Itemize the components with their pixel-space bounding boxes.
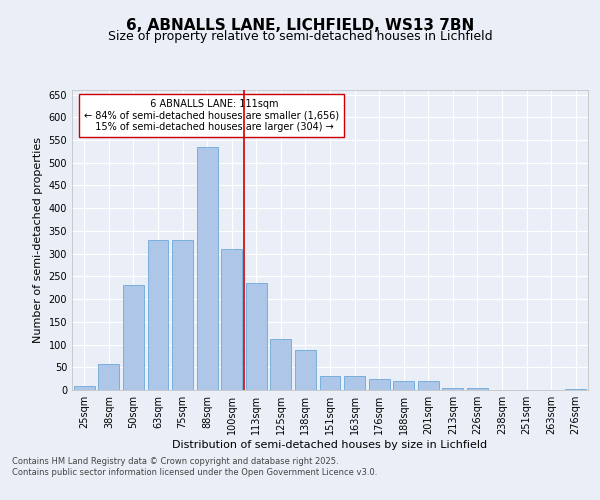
Bar	[221, 249, 242, 390]
Bar	[393, 382, 414, 390]
Bar	[320, 376, 340, 390]
Bar	[98, 364, 119, 390]
Bar	[295, 350, 316, 390]
Bar	[565, 388, 586, 390]
Bar	[442, 388, 463, 390]
Bar	[271, 338, 292, 390]
Bar	[123, 286, 144, 390]
Text: Contains HM Land Registry data © Crown copyright and database right 2025.
Contai: Contains HM Land Registry data © Crown c…	[12, 458, 377, 477]
Bar	[467, 388, 488, 390]
Text: Size of property relative to semi-detached houses in Lichfield: Size of property relative to semi-detach…	[107, 30, 493, 43]
Bar	[418, 382, 439, 390]
Bar	[344, 376, 365, 390]
Bar	[148, 240, 169, 390]
X-axis label: Distribution of semi-detached houses by size in Lichfield: Distribution of semi-detached houses by …	[172, 440, 488, 450]
Bar	[368, 378, 389, 390]
Text: 6 ABNALLS LANE: 111sqm
← 84% of semi-detached houses are smaller (1,656)
  15% o: 6 ABNALLS LANE: 111sqm ← 84% of semi-det…	[84, 99, 339, 132]
Bar	[74, 386, 95, 390]
Text: 6, ABNALLS LANE, LICHFIELD, WS13 7BN: 6, ABNALLS LANE, LICHFIELD, WS13 7BN	[126, 18, 474, 32]
Bar	[172, 240, 193, 390]
Bar	[197, 147, 218, 390]
Bar	[246, 283, 267, 390]
Y-axis label: Number of semi-detached properties: Number of semi-detached properties	[33, 137, 43, 343]
